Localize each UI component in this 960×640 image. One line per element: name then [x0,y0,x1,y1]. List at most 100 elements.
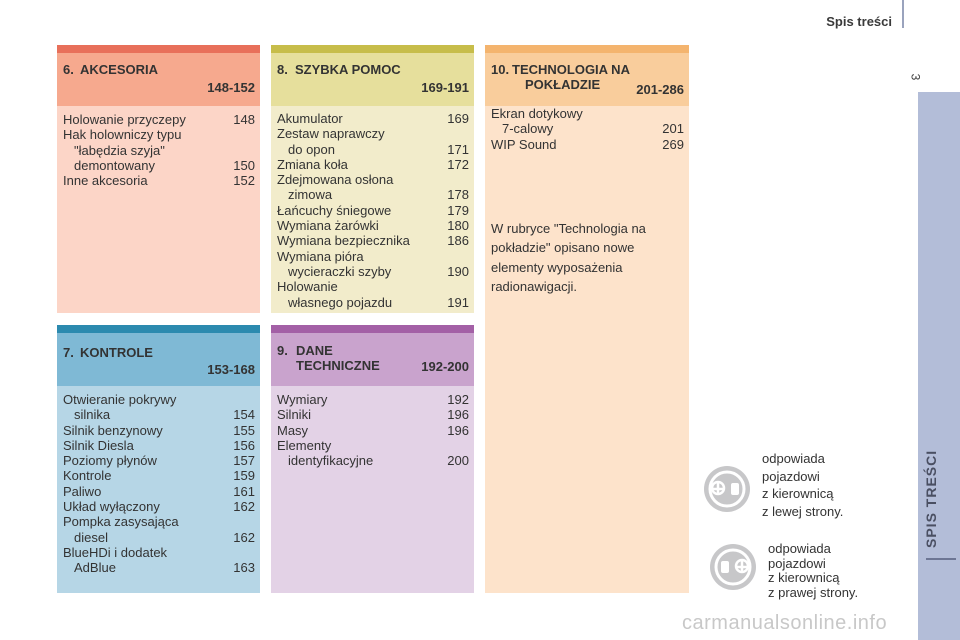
toc-entry[interactable]: "łabędzia szyja" [63,143,255,158]
entry-title: Masy [277,422,309,438]
entry-page: 201 [662,121,684,137]
section-header: 9. DANE TECHNICZNE 192-200 [271,333,474,386]
toc-entry[interactable]: Otwieranie pokrywy [63,392,255,407]
entry-title: Silnik Diesla [63,437,134,453]
entry-title: Otwieranie pokrywy [63,392,177,407]
legend-line: z kierownicą [762,486,834,501]
toc-entry[interactable]: Pompka zasysająca [63,514,255,529]
section-items: Akumulator 169 Zestaw naprawczy do opon 17… [271,106,474,310]
legend-line: pojazdowi [762,468,820,484]
toc-entry[interactable]: Hak holowniczy typu [63,127,255,142]
section-technologia[interactable]: 10. TECHNOLOGIA NA POKŁADZIE 201-286 Ekr… [485,45,689,593]
section-items: Ekran dotykowy 7-calowy 201 WIP Sound 269 … [485,106,689,297]
section-page-range: 153-168 [207,362,255,377]
section-title: SZYBKA POMOC [295,62,401,77]
section-items: Otwieranie pokrywy silnika 154 Silnik ben… [57,386,260,576]
entry-title: Łańcuchy śniegowe [277,202,392,218]
toc-entry[interactable]: Inne akcesoria 152 [63,173,255,188]
section-color-bar [485,45,689,53]
toc-entry[interactable]: Silnik Diesla 156 [63,438,255,453]
toc-entry[interactable]: identyfikacyjne 200 [277,453,469,468]
toc-entry[interactable]: BlueHDi i dodatek [63,545,255,560]
legend-line: z kierownicą [768,570,840,586]
entry-title: Holowanie przyczepy [63,112,186,127]
entry-title: własnego pojazdu [288,294,393,310]
entry-title: Zestaw naprawczy [277,126,385,142]
toc-entry[interactable]: własnego pojazdu 191 [277,295,469,310]
section-kontrole[interactable]: 7. KONTROLE 153-168 Otwieranie pokrywy s… [57,325,260,593]
entry-page: 180 [447,218,469,234]
toc-entry[interactable]: Ekran dotykowy [491,106,684,121]
toc-entry[interactable]: Wymiary 192 [277,392,469,407]
side-tab-divider [926,558,956,560]
toc-entry[interactable]: Zmiana koła 172 [277,157,469,172]
section-title: KONTROLE [80,345,153,360]
toc-entry[interactable]: Wymiana żarówki 180 [277,218,469,233]
toc-entry[interactable]: diesel 162 [63,530,255,545]
toc-entry[interactable]: do opon 171 [277,142,469,157]
entry-title: identyfikacyjne [288,453,374,469]
entry-title: Wymiana bezpiecznika [277,233,410,249]
entry-title: Zmiana koła [277,156,348,172]
toc-entry[interactable]: Silniki 196 [277,407,469,422]
entry-title: Inne akcesoria [63,173,148,189]
toc-entry[interactable]: Poziomy płynów 157 [63,453,255,468]
entry-title: Silniki [277,407,311,423]
entry-title: demontowany [74,157,155,173]
toc-entry[interactable]: wycieraczki szyby 190 [277,264,469,279]
toc-entry[interactable]: Silnik benzynowy 155 [63,423,255,438]
watermark: carmanualsonline.info [682,612,888,634]
section-title-line1: DANE [296,343,333,358]
toc-entry[interactable]: 7-calowy 201 [491,121,684,136]
toc-entry[interactable]: Holowanie przyczepy 148 [63,112,255,127]
entry-page: 159 [233,468,255,484]
toc-entry[interactable]: Wymiana pióra [277,249,469,264]
side-tab-label: SPIS TREŚCI [923,450,939,548]
section-szybka-pomoc[interactable]: 8. SZYBKA POMOC 169-191 Akumulator 169 Ze… [271,45,474,313]
section-color-bar [57,45,260,53]
toc-entry[interactable]: AdBlue 163 [63,560,255,575]
entry-title: Kontrole [63,468,112,484]
legend-line: odpowiada [768,541,831,556]
toc-entry[interactable]: Masy 196 [277,423,469,438]
toc-entry[interactable]: Zdejmowana osłona [277,172,469,187]
section-title: DANE TECHNICZNE [296,343,380,373]
entry-page: 161 [233,483,255,499]
section-akcesoria[interactable]: 6. AKCESORIA 148-152 Holowanie przyczepy… [57,45,260,313]
toc-entry[interactable]: Elementy [277,438,469,453]
toc-entry[interactable]: Akumulator 169 [277,111,469,126]
entry-title: "łabędzia szyja" [74,142,165,158]
section-page-range: 201-286 [636,82,684,97]
section-note: W rubryce "Technologia na pokładzie" opi… [491,220,646,295]
entry-page: 178 [447,187,469,203]
section-number: 9. [277,343,288,358]
toc-entry[interactable]: Holowanie [277,279,469,294]
toc-entry[interactable]: zimowa 178 [277,187,469,202]
toc-entry[interactable]: silnika 154 [63,407,255,422]
entry-page: 191 [447,294,469,310]
entry-page: 152 [233,173,255,189]
toc-entry[interactable]: Wymiana bezpiecznika 186 [277,233,469,248]
entry-title: Zdejmowana osłona [277,172,394,188]
section-color-bar [271,325,474,333]
entry-page: 172 [447,156,469,172]
entry-page: 196 [447,422,469,438]
toc-entry[interactable]: Paliwo 161 [63,484,255,499]
legend-line: z lewej strony. [762,503,844,519]
toc-entry[interactable]: Kontrole 159 [63,468,255,483]
entry-title: Wymiana żarówki [277,218,379,234]
section-number: 8. [277,62,288,77]
toc-entry[interactable]: WIP Sound 269 [491,137,684,152]
toc-entry[interactable]: demontowany 150 [63,158,255,173]
section-number: 10. [491,62,510,77]
page-header-title: Spis treści [826,14,892,29]
toc-entry[interactable]: Zestaw naprawczy [277,126,469,141]
section-color-bar [271,45,474,53]
section-items: Wymiary 192 Silniki 196 Masy 196 Elementy i… [271,386,474,468]
toc-entry[interactable]: Łańcuchy śniegowe 179 [277,203,469,218]
section-dane-techniczne[interactable]: 9. DANE TECHNICZNE 192-200 Wymiary 192 Si… [271,325,474,593]
section-title: TECHNOLOGIA NA POKŁADZIE [512,62,630,92]
entry-title: wycieraczki szyby [288,263,392,279]
toc-entry[interactable]: Układ wyłączony 162 [63,499,255,514]
side-tab[interactable] [918,92,960,640]
